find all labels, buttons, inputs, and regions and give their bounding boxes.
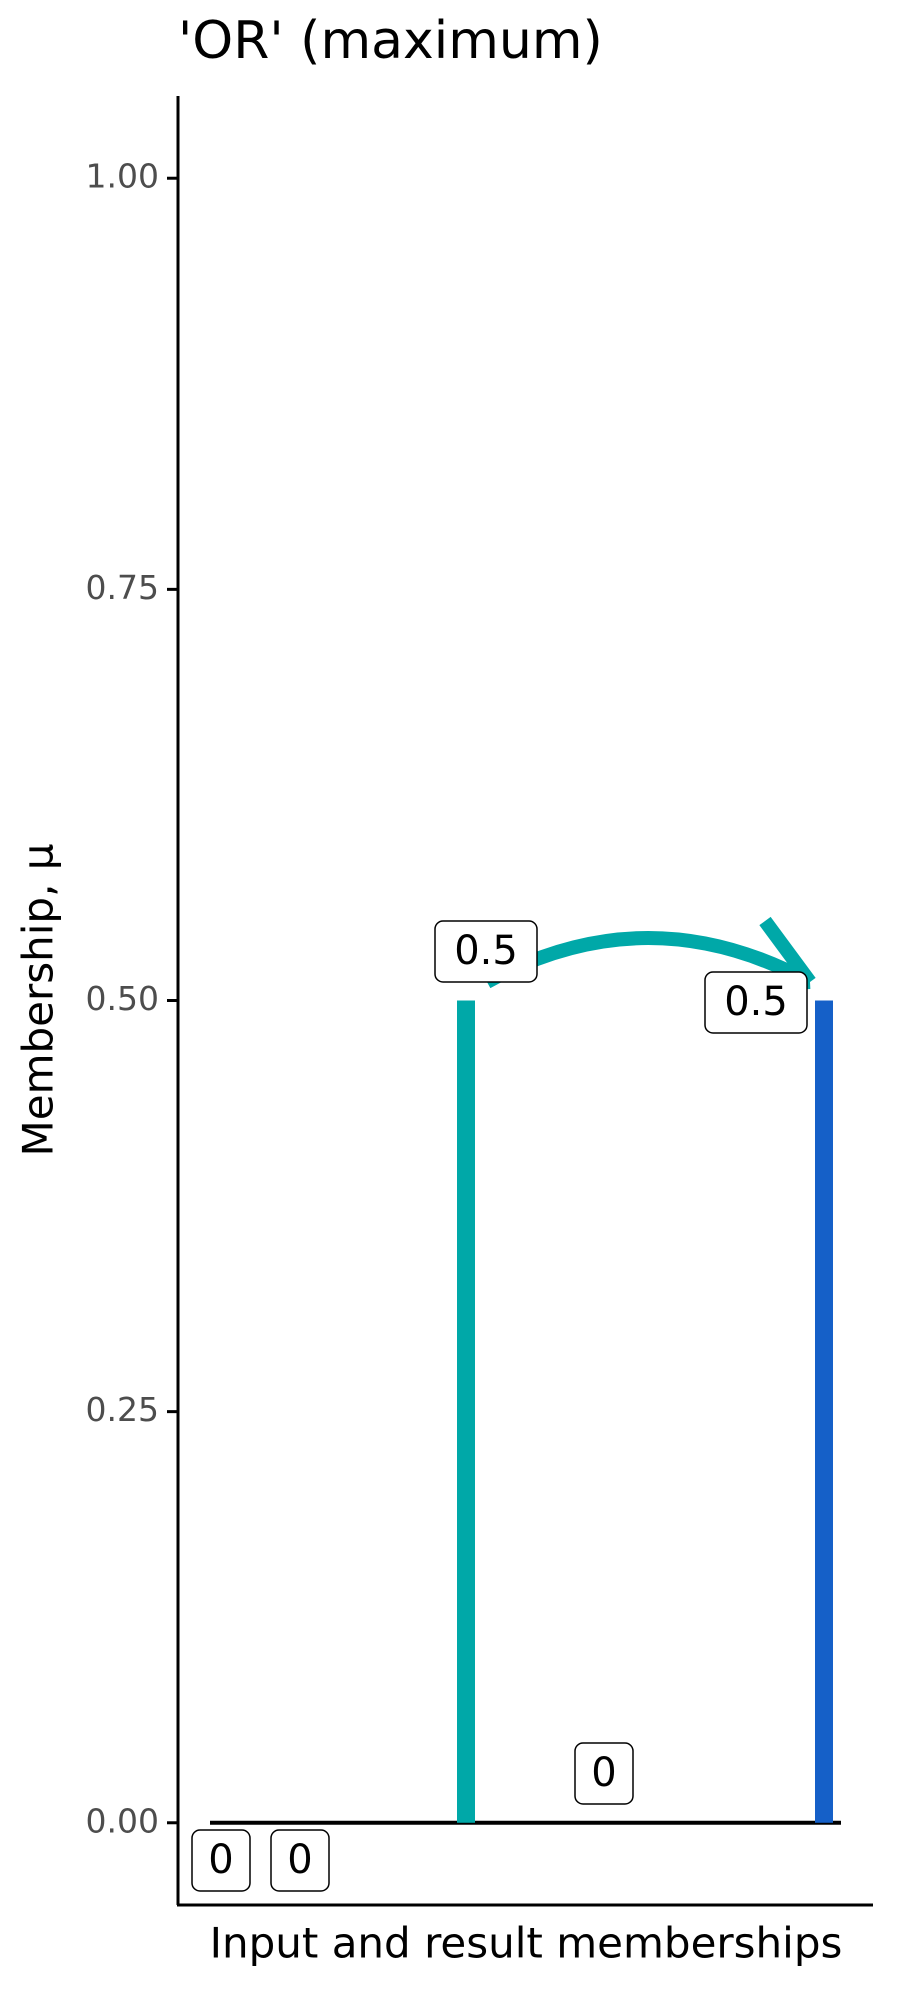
y-tick-label: 0.00 [86, 1801, 159, 1840]
label-box [191, 1829, 251, 1892]
y-axis-title: Membership, μ [14, 843, 63, 1156]
data-label: 0.5 [454, 928, 518, 974]
data-label: 0 [208, 1837, 233, 1883]
label-box [574, 1742, 634, 1805]
label-box [270, 1829, 330, 1892]
label-box [434, 920, 538, 983]
bar [457, 1000, 475, 1823]
y-tick-label: 0.50 [86, 979, 159, 1018]
y-tick-label: 0.25 [86, 1390, 159, 1429]
data-label: 0.5 [724, 979, 788, 1025]
label-box [704, 971, 808, 1034]
bar [815, 1000, 833, 1823]
x-axis-title: Input and result memberships [210, 1919, 843, 1968]
y-tick-label: 0.75 [86, 568, 159, 607]
y-tick-label: 1.00 [86, 157, 159, 196]
data-label: 0 [287, 1837, 312, 1883]
data-label: 0 [591, 1750, 616, 1796]
chart-title: 'OR' (maximum) [178, 11, 603, 71]
